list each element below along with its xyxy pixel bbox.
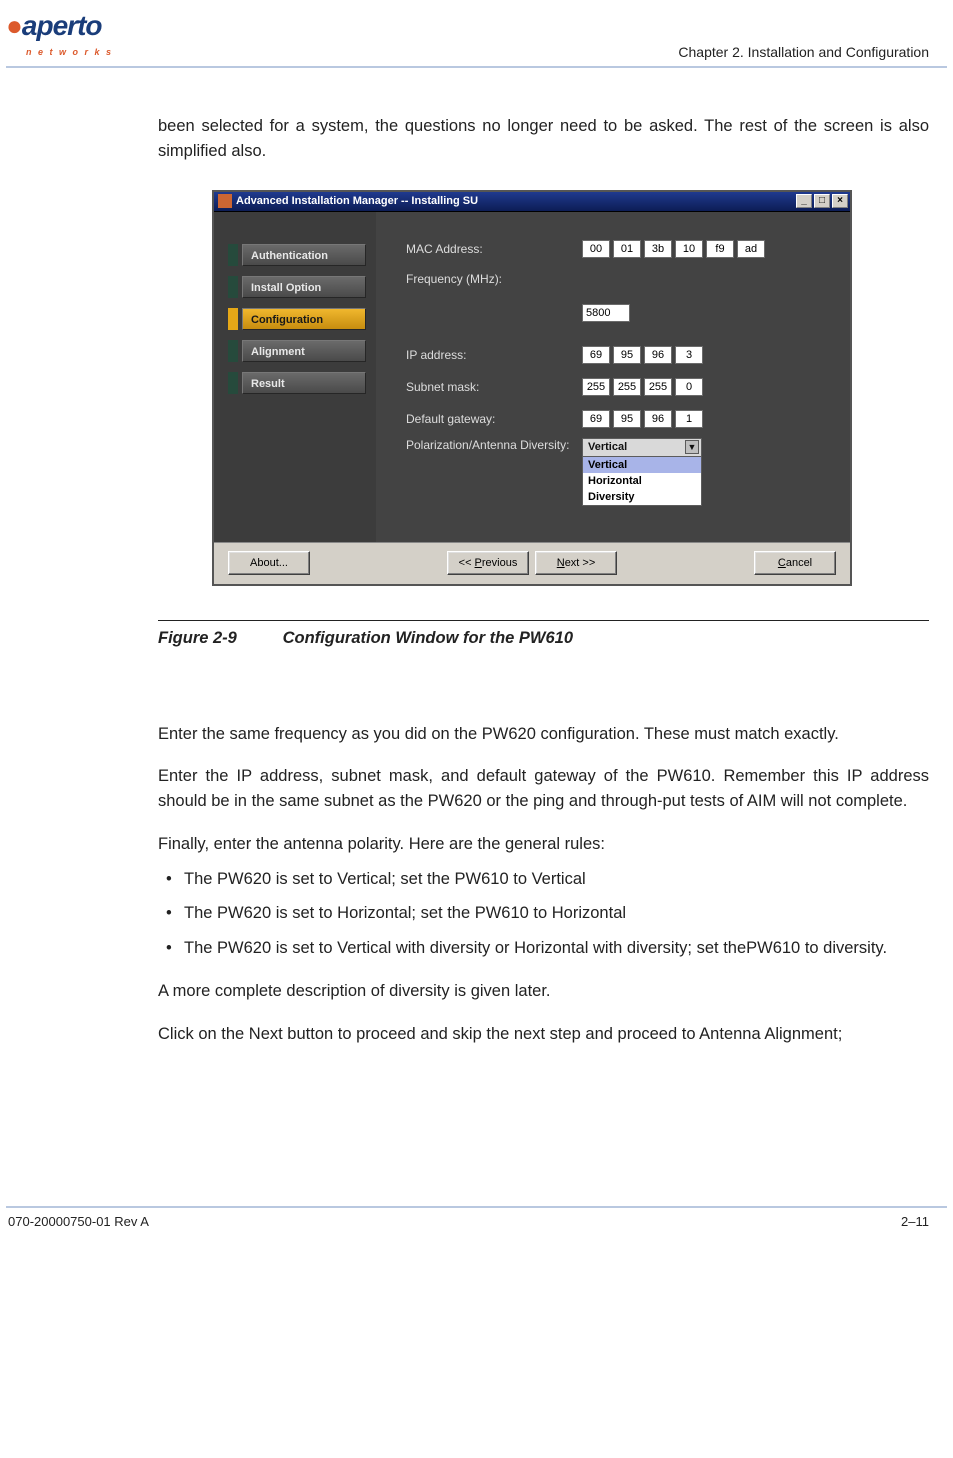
- figure-title: Configuration Window for the PW610: [283, 629, 573, 647]
- wizard-button-bar: About... << Previous Next >> Cancel: [214, 542, 850, 584]
- mask-octet[interactable]: 255: [644, 378, 672, 396]
- body-paragraph: Enter the IP address, subnet mask, and d…: [158, 764, 929, 814]
- mac-address-input[interactable]: 00 01 3b 10 f9 ad: [582, 240, 765, 258]
- page-footer: 070-20000750-01 Rev A 2–11: [0, 1214, 953, 1243]
- ip-octet[interactable]: 69: [582, 346, 610, 364]
- gw-octet[interactable]: 1: [675, 410, 703, 428]
- page-header: ●aperto n e t w o r k s Chapter 2. Insta…: [0, 0, 953, 66]
- ip-octet[interactable]: 3: [675, 346, 703, 364]
- mac-address-label: MAC Address:: [406, 242, 582, 256]
- logo-brand: aperto: [22, 10, 102, 41]
- body-paragraph: A more complete description of diversity…: [158, 979, 929, 1004]
- ip-address-label: IP address:: [406, 348, 582, 362]
- step-label: Install Option: [242, 276, 366, 298]
- body-paragraph: Finally, enter the antenna polarity. Her…: [158, 832, 929, 857]
- step-alignment[interactable]: Alignment: [228, 340, 366, 362]
- polarization-options[interactable]: Vertical Horizontal Diversity: [582, 457, 702, 506]
- gw-octet[interactable]: 96: [644, 410, 672, 428]
- next-button[interactable]: Next >>: [535, 551, 617, 575]
- polarization-option[interactable]: Diversity: [583, 489, 701, 505]
- frequency-input[interactable]: 5800: [582, 304, 630, 322]
- step-label: Alignment: [242, 340, 366, 362]
- ip-octet[interactable]: 95: [613, 346, 641, 364]
- figure-number: Figure 2-9: [158, 629, 278, 648]
- mac-octet[interactable]: ad: [737, 240, 765, 258]
- polarity-rules-list: The PW620 is set to Vertical; set the PW…: [158, 867, 929, 961]
- cancel-button[interactable]: Cancel: [754, 551, 836, 575]
- logo: ●aperto n e t w o r k s: [6, 10, 113, 60]
- config-window-screenshot: Advanced Installation Manager -- Install…: [0, 190, 953, 586]
- maximize-button[interactable]: □: [814, 194, 830, 208]
- list-item: The PW620 is set to Horizontal; set the …: [184, 901, 929, 926]
- wizard-steps-rail: Authentication Install Option Configurat…: [214, 212, 376, 542]
- close-button[interactable]: ×: [832, 194, 848, 208]
- doc-revision: 070-20000750-01 Rev A: [8, 1214, 149, 1229]
- about-button[interactable]: About...: [228, 551, 310, 575]
- default-gateway-input[interactable]: 69 95 96 1: [582, 410, 703, 428]
- figure-rule: [158, 620, 929, 621]
- logo-sub: n e t w o r k s: [26, 47, 113, 57]
- polarization-label: Polarization/Antenna Diversity:: [406, 438, 582, 452]
- default-gateway-label: Default gateway:: [406, 412, 582, 426]
- frequency-label: Frequency (MHz):: [406, 272, 582, 286]
- mac-octet[interactable]: 00: [582, 240, 610, 258]
- mac-octet[interactable]: 3b: [644, 240, 672, 258]
- polarization-option[interactable]: Vertical: [583, 457, 701, 473]
- polarization-selected: Vertical: [588, 441, 627, 453]
- footer-rule: [6, 1206, 947, 1208]
- chapter-label: Chapter 2. Installation and Configuratio…: [678, 44, 929, 60]
- body-paragraph: Click on the Next button to proceed and …: [158, 1022, 929, 1047]
- step-label: Result: [242, 372, 366, 394]
- step-authentication[interactable]: Authentication: [228, 244, 366, 266]
- mac-octet[interactable]: f9: [706, 240, 734, 258]
- intro-paragraph: been selected for a system, the question…: [158, 114, 929, 164]
- step-install-option[interactable]: Install Option: [228, 276, 366, 298]
- polarization-option[interactable]: Horizontal: [583, 473, 701, 489]
- gw-octet[interactable]: 69: [582, 410, 610, 428]
- subnet-mask-input[interactable]: 255 255 255 0: [582, 378, 703, 396]
- step-configuration[interactable]: Configuration: [228, 308, 366, 330]
- mac-octet[interactable]: 10: [675, 240, 703, 258]
- subnet-mask-label: Subnet mask:: [406, 380, 582, 394]
- previous-button[interactable]: << Previous: [447, 551, 529, 575]
- ip-octet[interactable]: 96: [644, 346, 672, 364]
- window-title: Advanced Installation Manager -- Install…: [236, 195, 794, 207]
- list-item: The PW620 is set to Vertical; set the PW…: [184, 867, 929, 892]
- list-item: The PW620 is set to Vertical with divers…: [184, 936, 929, 961]
- chevron-down-icon[interactable]: ▼: [685, 440, 699, 454]
- figure-caption: Figure 2-9 Configuration Window for the …: [0, 629, 953, 648]
- window-icon: [218, 194, 232, 208]
- polarization-dropdown[interactable]: Vertical ▼ Vertical Horizontal Diversity: [582, 438, 702, 506]
- mask-octet[interactable]: 255: [582, 378, 610, 396]
- window-titlebar: Advanced Installation Manager -- Install…: [214, 192, 850, 212]
- mask-octet[interactable]: 0: [675, 378, 703, 396]
- ip-address-input[interactable]: 69 95 96 3: [582, 346, 703, 364]
- minimize-button[interactable]: _: [796, 194, 812, 208]
- config-form: MAC Address: 00 01 3b 10 f9 ad Frequency…: [376, 212, 850, 542]
- step-result[interactable]: Result: [228, 372, 366, 394]
- gw-octet[interactable]: 95: [613, 410, 641, 428]
- step-label: Configuration: [242, 308, 366, 330]
- page-number: 2–11: [901, 1214, 929, 1229]
- step-label: Authentication: [242, 244, 366, 266]
- mask-octet[interactable]: 255: [613, 378, 641, 396]
- body-paragraph: Enter the same frequency as you did on t…: [158, 722, 929, 747]
- mac-octet[interactable]: 01: [613, 240, 641, 258]
